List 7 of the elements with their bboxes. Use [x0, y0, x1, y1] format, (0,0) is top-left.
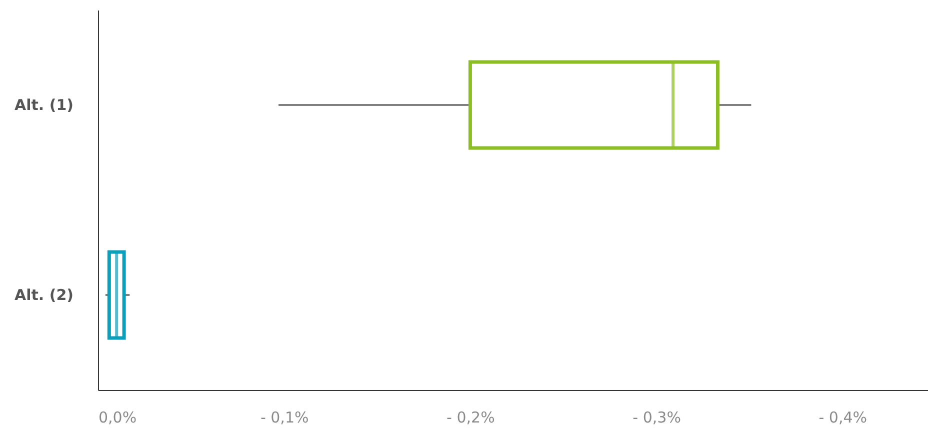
x-tick-label: - 0,3%: [632, 408, 681, 426]
y-tick-label: Alt. (1): [14, 96, 74, 114]
x-tick-label: - 0,4%: [818, 408, 868, 426]
y-tick-label: Alt. (2): [14, 286, 74, 304]
x-tick-label: 0,0%: [98, 408, 137, 426]
x-tick-label: - 0,2%: [446, 408, 495, 426]
x-tick-label: - 0,1%: [260, 408, 309, 426]
